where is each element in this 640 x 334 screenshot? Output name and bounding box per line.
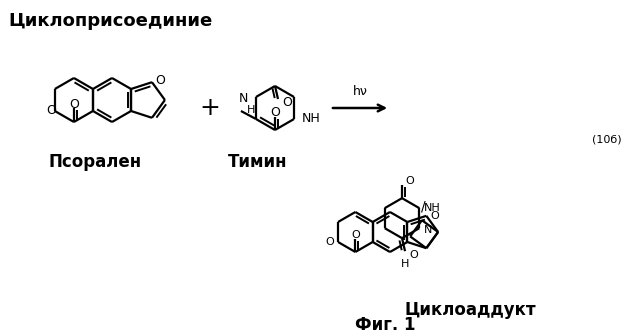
Text: O: O: [270, 107, 280, 120]
Text: NH: NH: [424, 203, 441, 213]
Text: O: O: [46, 105, 56, 118]
Text: N: N: [239, 93, 248, 106]
Text: H: H: [247, 105, 255, 115]
Text: Псорален: Псорален: [49, 153, 141, 171]
Text: Циклоприсоединие: Циклоприсоединие: [8, 12, 212, 30]
Text: O: O: [409, 250, 418, 260]
Text: O: O: [155, 74, 165, 87]
Text: Тимин: Тимин: [228, 153, 288, 171]
Text: /: /: [420, 199, 425, 213]
Text: O: O: [351, 230, 360, 240]
Text: O: O: [405, 176, 414, 186]
Text: O: O: [325, 237, 334, 247]
Text: Фиг. 1: Фиг. 1: [355, 316, 415, 334]
Text: N: N: [424, 225, 433, 235]
Text: (10б): (10б): [593, 135, 622, 145]
Text: O: O: [282, 97, 292, 110]
Text: H: H: [401, 259, 409, 269]
Text: O: O: [430, 211, 439, 221]
Text: +: +: [200, 96, 220, 120]
Text: Циклоаддукт: Циклоаддукт: [404, 301, 536, 319]
Text: hν: hν: [353, 85, 367, 98]
Text: O: O: [69, 98, 79, 111]
Text: NH: NH: [302, 113, 321, 126]
